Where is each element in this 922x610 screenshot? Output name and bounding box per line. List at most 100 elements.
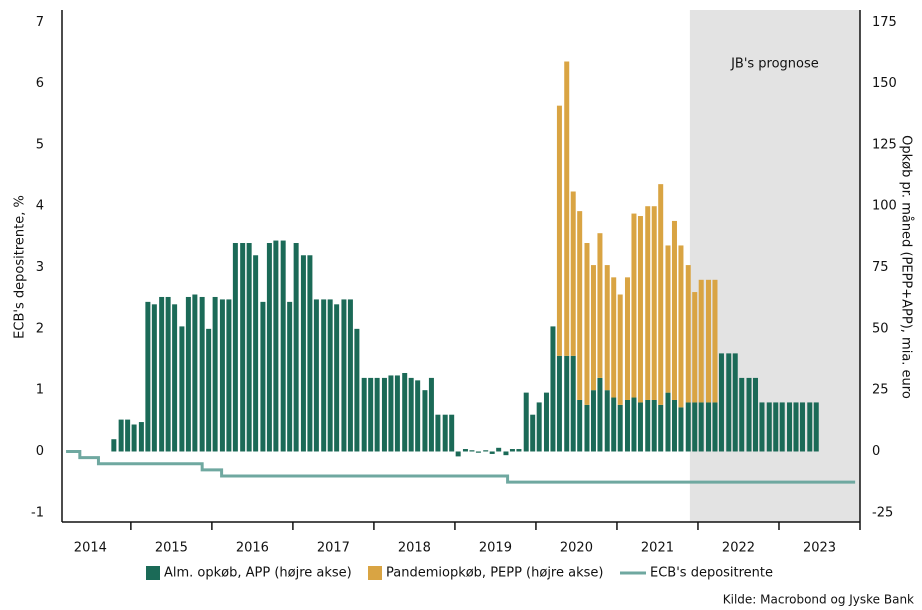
y-tick-label: 2 xyxy=(36,321,44,336)
bar-app xyxy=(111,439,117,452)
y-axis-label: ECB's depositrente, % xyxy=(13,195,28,339)
bar-app xyxy=(273,240,279,452)
bar-app xyxy=(597,377,603,452)
bar-app xyxy=(131,424,137,452)
x-tick-label: 2019 xyxy=(479,541,512,556)
bar-app xyxy=(550,326,556,452)
bar-app xyxy=(212,296,218,452)
y2-tick-label: -25 xyxy=(872,505,893,520)
bar-app xyxy=(617,404,623,452)
bar-app xyxy=(556,355,562,452)
bar-app xyxy=(726,353,732,452)
bar-app xyxy=(293,243,299,452)
bar-app xyxy=(496,447,502,452)
bar-pepp xyxy=(685,265,691,403)
y2-tick-label: 100 xyxy=(872,199,897,214)
bar-app xyxy=(584,404,590,452)
bar-app xyxy=(287,301,293,452)
bar-app xyxy=(206,328,212,452)
y2-axis-label: Opkøb pr. måned (PEPP+APP), mia. euro xyxy=(899,135,914,399)
bar-app xyxy=(394,375,400,452)
legend-label: ECB's depositrente xyxy=(650,566,773,581)
y-tick-label: 0 xyxy=(36,444,44,459)
bar-app xyxy=(651,399,657,452)
bar-app xyxy=(402,372,408,452)
bar-pepp xyxy=(678,245,684,408)
source: Kilde: Macrobond og Jyske Bank xyxy=(723,593,914,607)
x-tick-label: 2016 xyxy=(236,541,269,556)
bar-app xyxy=(307,255,313,452)
bar-app xyxy=(611,397,617,452)
bar-app xyxy=(604,390,610,452)
legend-label: Alm. opkøb, APP (højre akse) xyxy=(164,566,352,581)
y2-tick-label: 125 xyxy=(872,137,897,152)
bar-pepp xyxy=(604,265,610,391)
legend-label: Pandemiopkøb, PEPP (højre akse) xyxy=(386,566,603,581)
bar-app xyxy=(185,296,191,452)
x-tick-label: 2014 xyxy=(74,541,107,556)
bar-app xyxy=(475,451,481,453)
bar-app xyxy=(766,402,772,452)
bar-app xyxy=(759,402,765,452)
bar-pepp xyxy=(584,243,590,405)
bar-app xyxy=(253,255,259,452)
bar-app xyxy=(327,299,333,452)
bar-app xyxy=(577,399,583,452)
bar-app xyxy=(678,407,684,452)
bar-app xyxy=(435,414,441,452)
bar-app xyxy=(455,451,461,457)
bar-app xyxy=(159,296,165,452)
bar-app xyxy=(509,449,515,452)
y2-tick-label: 25 xyxy=(872,383,889,398)
bar-app xyxy=(415,380,421,452)
y2-tick-label: 175 xyxy=(872,15,897,30)
x-tick-label: 2022 xyxy=(722,541,755,556)
bar-pepp xyxy=(651,206,657,400)
bar-app xyxy=(516,449,522,452)
y2-tick-label: 75 xyxy=(872,260,889,275)
bar-app xyxy=(138,422,144,452)
bar-pepp xyxy=(671,220,677,400)
bar-app xyxy=(266,243,272,452)
y-tick-label: 1 xyxy=(36,383,44,398)
bar-app xyxy=(712,402,718,452)
bar-app xyxy=(543,392,549,452)
bar-app xyxy=(422,390,428,452)
bar-app xyxy=(334,304,340,452)
x-tick-label: 2020 xyxy=(560,541,593,556)
bar-app xyxy=(219,299,225,452)
bar-app xyxy=(408,377,414,452)
bar-app xyxy=(381,377,387,452)
bar-app xyxy=(260,301,266,452)
bar-app xyxy=(469,450,475,452)
bar-app xyxy=(442,414,448,452)
bar-app xyxy=(564,355,570,452)
bar-app xyxy=(374,377,380,452)
bar-app xyxy=(752,377,758,452)
bar-app xyxy=(226,299,232,452)
bar-app xyxy=(773,402,779,452)
bar-app xyxy=(240,243,246,452)
bar-app xyxy=(199,296,205,452)
bar-app xyxy=(665,392,671,452)
forecast-label: JB's prognose xyxy=(730,57,819,72)
bar-app xyxy=(361,377,367,452)
bar-app xyxy=(799,402,805,452)
bar-pepp xyxy=(624,277,630,400)
bar-pepp xyxy=(611,277,617,398)
y-tick-label: 7 xyxy=(36,15,44,30)
bar-app xyxy=(530,414,536,452)
bar-app xyxy=(536,402,542,452)
bar-app xyxy=(354,328,360,452)
bar-pepp xyxy=(637,216,643,403)
bar-app xyxy=(590,390,596,452)
bar-pepp xyxy=(556,105,562,356)
legend-swatch xyxy=(146,566,160,580)
bar-pepp xyxy=(645,206,651,400)
bar-app xyxy=(739,377,745,452)
bar-app xyxy=(483,450,489,452)
x-tick-label: 2015 xyxy=(155,541,188,556)
bar-app xyxy=(192,294,198,452)
bar-app xyxy=(807,402,813,452)
